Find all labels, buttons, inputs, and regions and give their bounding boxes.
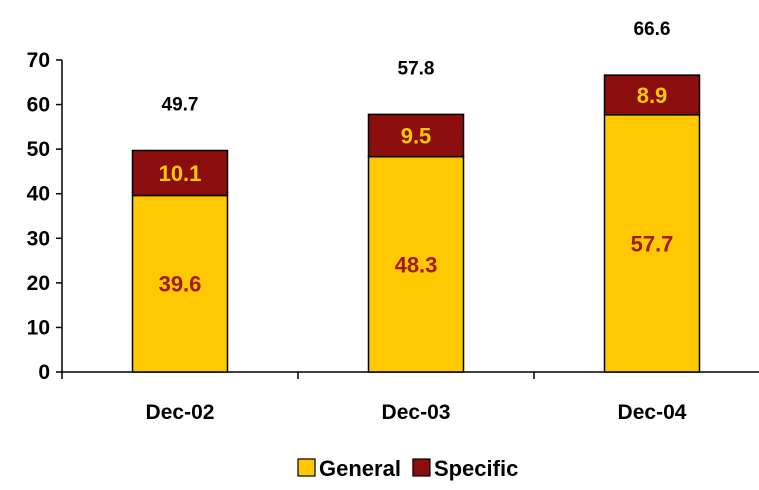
legend-swatch-specific xyxy=(412,458,431,477)
total-label: 49.7 xyxy=(162,94,199,115)
bar-general-dec-02 xyxy=(131,194,229,373)
x-category-label: Dec-03 xyxy=(382,401,451,424)
data-label-specific: 10.1 xyxy=(159,161,202,186)
legend-label-general: General xyxy=(319,456,401,481)
data-label-specific: 9.5 xyxy=(401,124,432,149)
x-category-label: Dec-02 xyxy=(146,401,215,424)
total-label: 57.8 xyxy=(398,58,435,79)
bar-general-dec-04 xyxy=(603,114,701,373)
legend-swatch-general xyxy=(297,458,316,477)
data-label-general: 39.6 xyxy=(159,272,202,297)
data-label-general: 57.7 xyxy=(631,231,674,256)
y-tick-label: 10 xyxy=(27,316,50,339)
y-tick-label: 60 xyxy=(27,94,50,117)
y-tick-label: 50 xyxy=(27,138,50,161)
bar-specific-dec-04 xyxy=(603,74,701,116)
legend-label-specific: Specific xyxy=(434,456,518,481)
bar-general-dec-03 xyxy=(367,155,465,373)
legend: General Specific xyxy=(297,456,518,481)
x-category-label: Dec-04 xyxy=(618,401,687,424)
total-label: 66.6 xyxy=(634,19,671,40)
data-labels: 39.6 10.1 49.7 48.3 9.5 57.8 57.7 8.9 66.6 xyxy=(159,19,674,297)
y-tick-label: 40 xyxy=(27,183,50,206)
bar-specific-dec-03 xyxy=(367,113,465,158)
data-label-general: 48.3 xyxy=(395,252,438,277)
y-tick-label: 30 xyxy=(27,227,50,250)
bars xyxy=(131,74,701,373)
y-tick-label: 70 xyxy=(27,49,50,72)
y-tick-label: 20 xyxy=(27,272,50,295)
y-tick-label: 0 xyxy=(38,361,50,384)
data-label-specific: 8.9 xyxy=(637,83,668,108)
bar-specific-dec-02 xyxy=(131,149,229,197)
